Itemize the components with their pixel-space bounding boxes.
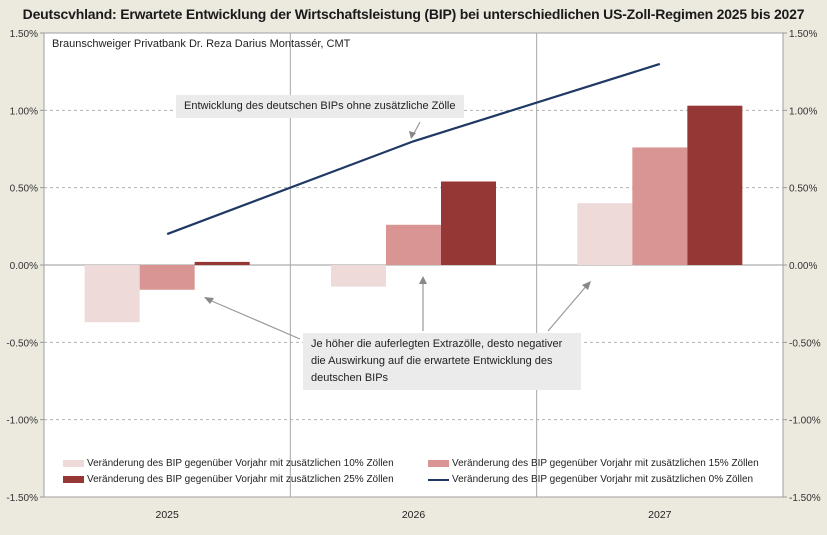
x-axis: 2025 2026 2027: [155, 509, 671, 521]
legend-item-25pct: Veränderung des BIP gegenüber Vorjahr mi…: [63, 474, 413, 485]
y-tick-label-right: -1.00%: [789, 416, 821, 427]
y-tick-label-right: 0.50%: [789, 184, 817, 195]
bar-2026-series-0: [331, 265, 386, 287]
legend-line: [428, 478, 449, 481]
x-tick-label: 2027: [648, 509, 672, 521]
bar-2026-series-1: [386, 224, 441, 265]
legend-swatch: [63, 460, 84, 467]
arrowhead-icon: [419, 276, 427, 284]
arrowhead-icon: [582, 281, 591, 290]
arrowhead-icon: [204, 297, 214, 304]
y-tick-label-left: 0.00%: [10, 261, 38, 272]
bar-2027-series-1: [632, 147, 688, 265]
legend-swatch: [428, 460, 449, 467]
y-tick-label-left: 1.00%: [10, 106, 38, 117]
legend-label: Veränderung des BIP gegenüber Vorjahr mi…: [87, 474, 394, 485]
bar-2027-series-0: [577, 203, 633, 265]
annotation-arrows: [204, 121, 591, 340]
bar-2025-series-2: [194, 261, 250, 265]
annotation-tariffs: Je höher die auferlegten Extrazölle, des…: [303, 333, 581, 390]
y-tick-label-left: 1.50%: [10, 29, 38, 40]
y-tick-label-left: -0.50%: [6, 338, 38, 349]
legend-item-15pct: Veränderung des BIP gegenüber Vorjahr mi…: [428, 458, 778, 469]
y-axis-right: 1.50% 1.00% 0.50% 0.00% -0.50% -1.00% -1.50%: [783, 29, 821, 504]
y-tick-label-left: 0.50%: [10, 184, 38, 195]
legend-label: Veränderung des BIP gegenüber Vorjahr mi…: [452, 474, 754, 485]
bars: [84, 105, 743, 323]
legend-label: Veränderung des BIP gegenüber Vorjahr mi…: [87, 458, 394, 469]
legend-item-10pct: Veränderung des BIP gegenüber Vorjahr mi…: [63, 458, 413, 469]
arrow-2025: [206, 298, 301, 340]
bar-2025-series-1: [139, 265, 195, 290]
bar-2027-series-2: [687, 105, 743, 266]
y-tick-label-left: -1.00%: [6, 416, 38, 427]
x-tick-label: 2026: [402, 509, 426, 521]
x-tick-label: 2025: [155, 509, 179, 521]
y-axis-left: 1.50% 1.00% 0.50% 0.00% -0.50% -1.00% -1.50%: [6, 29, 44, 504]
y-tick-label-right: 1.00%: [789, 106, 817, 117]
legend-swatch: [63, 476, 84, 483]
arrowhead-icon: [409, 131, 416, 139]
arrow-2027: [547, 283, 589, 332]
legend-label: Veränderung des BIP gegenüber Vorjahr mi…: [452, 458, 759, 469]
y-tick-label-left: -1.50%: [6, 493, 38, 504]
bar-2025-series-0: [84, 265, 140, 323]
y-tick-label-right: -0.50%: [789, 338, 821, 349]
y-tick-label-right: 1.50%: [789, 29, 817, 40]
y-tick-label-right: 0.00%: [789, 261, 817, 272]
legend-item-0pct: Veränderung des BIP gegenüber Vorjahr mi…: [428, 474, 778, 485]
chart-title: Deutscvhland: Erwartete Entwicklung der …: [22, 6, 805, 22]
annotation-baseline: Entwicklung des deutschen BIPs ohne zusä…: [176, 95, 464, 118]
bar-2026-series-2: [441, 181, 496, 265]
chart-subtitle: Braunschweiger Privatbank Dr. Reza Dariu…: [52, 38, 351, 50]
y-tick-label-right: -1.50%: [789, 493, 821, 504]
line-series: [166, 62, 661, 236]
